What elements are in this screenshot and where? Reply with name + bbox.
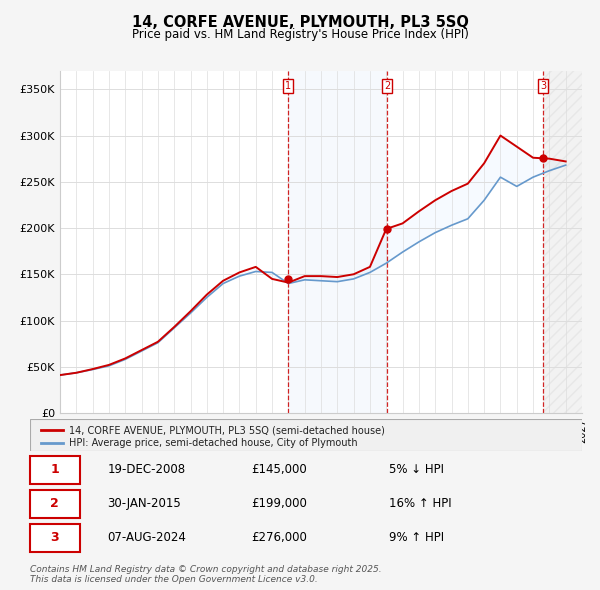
FancyBboxPatch shape [30,490,80,518]
Text: 14, CORFE AVENUE, PLYMOUTH, PL3 5SQ: 14, CORFE AVENUE, PLYMOUTH, PL3 5SQ [131,15,469,30]
Text: 3: 3 [540,81,547,91]
Text: 14, CORFE AVENUE, PLYMOUTH, PL3 5SQ (semi-detached house): 14, CORFE AVENUE, PLYMOUTH, PL3 5SQ (sem… [68,425,385,435]
Text: 3: 3 [50,531,59,545]
Text: HPI: Average price, semi-detached house, City of Plymouth: HPI: Average price, semi-detached house,… [68,438,357,448]
Bar [543,71,582,413]
Text: Contains HM Land Registry data © Crown copyright and database right 2025.
This d: Contains HM Land Registry data © Crown c… [30,565,382,584]
Text: 16% ↑ HPI: 16% ↑ HPI [389,497,451,510]
Text: 1: 1 [50,463,59,476]
Text: 5% ↓ HPI: 5% ↓ HPI [389,463,444,476]
Text: £276,000: £276,000 [251,531,307,545]
Text: 19-DEC-2008: 19-DEC-2008 [107,463,185,476]
Text: 30-JAN-2015: 30-JAN-2015 [107,497,181,510]
FancyBboxPatch shape [30,525,80,552]
FancyBboxPatch shape [30,456,80,484]
Text: 2: 2 [384,81,390,91]
Text: 2: 2 [50,497,59,510]
Text: £199,000: £199,000 [251,497,307,510]
Text: £145,000: £145,000 [251,463,307,476]
Text: 1: 1 [284,81,291,91]
Text: 07-AUG-2024: 07-AUG-2024 [107,531,186,545]
Text: Price paid vs. HM Land Registry's House Price Index (HPI): Price paid vs. HM Land Registry's House … [131,28,469,41]
Text: 9% ↑ HPI: 9% ↑ HPI [389,531,444,545]
FancyBboxPatch shape [30,419,582,451]
Bar [287,71,387,413]
